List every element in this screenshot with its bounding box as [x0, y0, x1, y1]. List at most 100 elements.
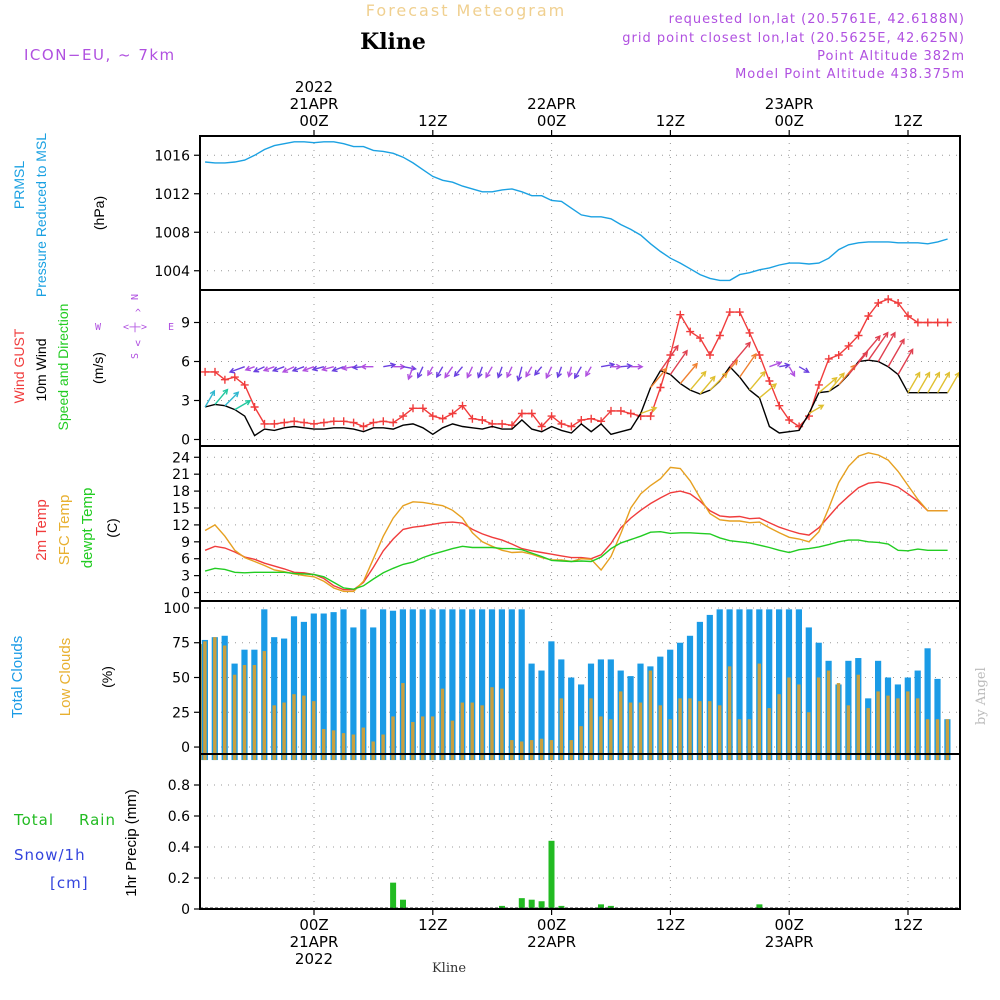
gust-marker — [329, 417, 338, 426]
x-axes: 202221APR00Z00Z21APR202212Z12Z22APR00Z00… — [290, 78, 923, 968]
series-line-10m-wind — [204, 359, 948, 437]
x-tick-label-top: 21APR — [290, 95, 339, 113]
wind-arrowhead — [907, 348, 914, 355]
gust-marker — [409, 404, 417, 413]
total-cloud-bar — [429, 609, 436, 761]
wind-arrowhead — [228, 367, 236, 374]
wind-arrow — [292, 366, 305, 372]
wind-arrow — [477, 366, 483, 378]
series-line-sfc-temp — [204, 452, 948, 593]
gust-marker — [399, 412, 408, 421]
compass-w: W — [95, 322, 102, 333]
wind-arrow — [749, 371, 766, 391]
compass-center: | — [132, 322, 138, 333]
y-tick-label-wind: 0 — [181, 433, 190, 449]
wind-arrowhead — [882, 331, 889, 338]
x-tick-label-bottom: 12Z — [418, 916, 447, 934]
wind-arrow — [436, 366, 444, 378]
wind-arrow — [818, 377, 838, 394]
gust-marker — [923, 318, 932, 327]
low-cloud-bar — [609, 719, 613, 761]
gridpoint-coords: grid point closest lon,lat (20.5625E, 42… — [622, 31, 965, 46]
gust-marker — [369, 418, 378, 427]
low-cloud-bar — [569, 740, 573, 761]
compass-s: S — [130, 353, 141, 359]
chart-title: Forecast Meteogram — [366, 1, 566, 20]
wind-arrow — [907, 372, 921, 394]
total-cloud-bar — [340, 609, 347, 761]
wind-arrowhead — [444, 372, 450, 379]
y-tick-label-temperature: 3 — [181, 569, 190, 585]
wind-arrow — [407, 366, 414, 380]
wind-arrow — [828, 372, 845, 392]
gust-marker — [854, 331, 863, 340]
wind-arrow — [640, 407, 657, 415]
total-cloud-bar — [380, 609, 387, 761]
gust-marker — [834, 351, 843, 359]
wind-arrow — [897, 349, 914, 375]
gust-marker — [676, 310, 685, 319]
gust-marker — [785, 416, 794, 424]
compass-we-arrow: <−−> — [123, 322, 147, 333]
wind-arrow — [946, 372, 960, 394]
wind-arrow — [383, 363, 396, 368]
low-cloud-bar — [579, 726, 583, 761]
gust-marker — [537, 422, 546, 431]
rain-bar — [518, 898, 525, 909]
label-total: Total — [13, 811, 54, 829]
wind-arrow — [917, 372, 931, 394]
gust-marker — [448, 409, 457, 418]
wind-arrowhead — [924, 371, 931, 378]
gust-marker — [468, 414, 477, 423]
wind-arrow — [224, 391, 239, 407]
wind-arrow — [779, 364, 790, 368]
wind-arrowhead — [934, 371, 941, 378]
total-cloud-bar — [310, 613, 317, 761]
low-cloud-bar — [421, 716, 425, 761]
wind-arrow — [497, 366, 503, 378]
wind-arrow — [214, 389, 228, 405]
total-cloud-bar — [419, 609, 426, 761]
gust-marker — [339, 417, 348, 426]
y-tick-label-temperature: 18 — [172, 484, 190, 500]
total-cloud-bar — [508, 609, 515, 761]
wind-arrow — [769, 361, 782, 368]
label-prmsl: PRMSL — [11, 161, 27, 209]
wind-arrowhead — [506, 371, 512, 379]
wind-arrow — [402, 366, 416, 370]
gust-marker — [359, 422, 368, 431]
compass-up: ^ — [135, 308, 141, 319]
low-cloud-bar — [351, 734, 356, 761]
data-layer — [200, 141, 960, 909]
wind-arrow — [788, 366, 796, 377]
low-cloud-bar — [916, 698, 920, 761]
label-percent: (%) — [99, 666, 115, 688]
gust-marker — [864, 312, 873, 320]
wind-arrow — [679, 363, 698, 385]
x-tick-label-top: 22APR — [527, 95, 576, 113]
low-cloud-bar — [200, 644, 204, 761]
panel-labels: PRMSL Pressure Reduced to MSL (hPa) Wind GU… — [9, 133, 174, 897]
wind-arrowhead — [585, 370, 591, 378]
gust-marker — [349, 418, 358, 427]
gust-marker — [250, 403, 259, 411]
label-wind-speed-dir: Speed and Direction — [55, 304, 71, 431]
low-cloud-bar — [371, 741, 375, 761]
gust-marker — [260, 419, 269, 428]
gust-marker — [656, 383, 665, 392]
total-cloud-bar — [300, 621, 307, 761]
x-tick-label-top: 2022 — [295, 78, 333, 96]
model-altitude: Model Point Altitude 438.375m — [735, 67, 965, 82]
gust-marker — [300, 418, 309, 427]
total-cloud-bar — [439, 609, 446, 761]
y-tick-label-clouds: 75 — [172, 636, 190, 652]
low-cloud-bar — [232, 674, 237, 761]
total-cloud-bar — [498, 609, 505, 761]
wind-arrow — [525, 366, 533, 377]
low-cloud-bar — [876, 691, 880, 761]
total-cloud-bar — [716, 609, 723, 761]
total-cloud-bar — [350, 627, 357, 761]
wind-arrow — [417, 366, 424, 378]
y-tick-label-temperature: 21 — [172, 467, 190, 483]
label-rain: Rain — [79, 811, 116, 829]
